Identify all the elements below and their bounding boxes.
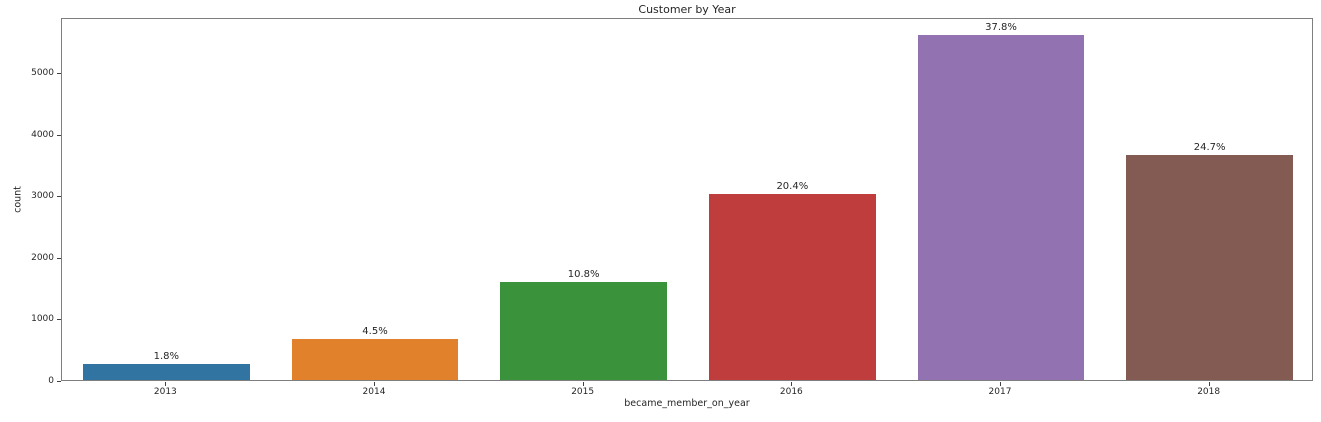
bar-percent-label: 4.5% [362, 325, 388, 337]
y-tick-label: 0 [48, 376, 54, 386]
x-tick-label: 2018 [1197, 387, 1221, 397]
x-tick-mark [165, 382, 166, 386]
y-tick-label: 1000 [31, 314, 54, 325]
bar-2017 [917, 35, 1085, 380]
x-tick-label: 2017 [988, 387, 1012, 397]
x-axis-label: became_member_on_year [624, 398, 750, 409]
bar-2016 [708, 193, 876, 380]
bar-2015 [500, 281, 668, 380]
plot-area: 1.8% 4.5% 10.8% 20.4% 37.8% 24.7% [61, 18, 1313, 381]
x-tick-mark [791, 382, 792, 386]
y-tick-mark [57, 319, 61, 320]
y-tick-label: 4000 [31, 129, 54, 140]
chart-title: Customer by Year [638, 3, 736, 16]
x-tick-mark [1209, 382, 1210, 386]
y-tick-mark [57, 135, 61, 136]
x-tick-label: 2015 [571, 387, 595, 397]
x-tick-mark [583, 382, 584, 386]
bar-percent-label: 20.4% [776, 180, 809, 192]
x-tick-mark [374, 382, 375, 386]
y-tick-mark [57, 258, 61, 259]
x-tick-mark [1000, 382, 1001, 386]
y-tick-label: 3000 [31, 191, 54, 202]
bar-2013 [82, 363, 250, 380]
x-tick-label: 2016 [779, 387, 803, 397]
y-tick-mark [57, 381, 61, 382]
bar-2018 [1126, 154, 1294, 380]
y-tick-label: 2000 [31, 252, 54, 263]
y-tick-mark [57, 196, 61, 197]
bar-percent-label: 24.7% [1193, 141, 1226, 153]
y-tick-mark [57, 73, 61, 74]
x-tick-label: 2013 [153, 387, 177, 397]
x-tick-label: 2014 [362, 387, 386, 397]
bar-percent-label: 10.8% [567, 268, 600, 280]
y-tick-label: 5000 [31, 68, 54, 79]
bar-percent-label: 1.8% [153, 350, 180, 362]
bar-percent-label: 37.8% [985, 22, 1017, 34]
bar-2014 [291, 338, 459, 380]
